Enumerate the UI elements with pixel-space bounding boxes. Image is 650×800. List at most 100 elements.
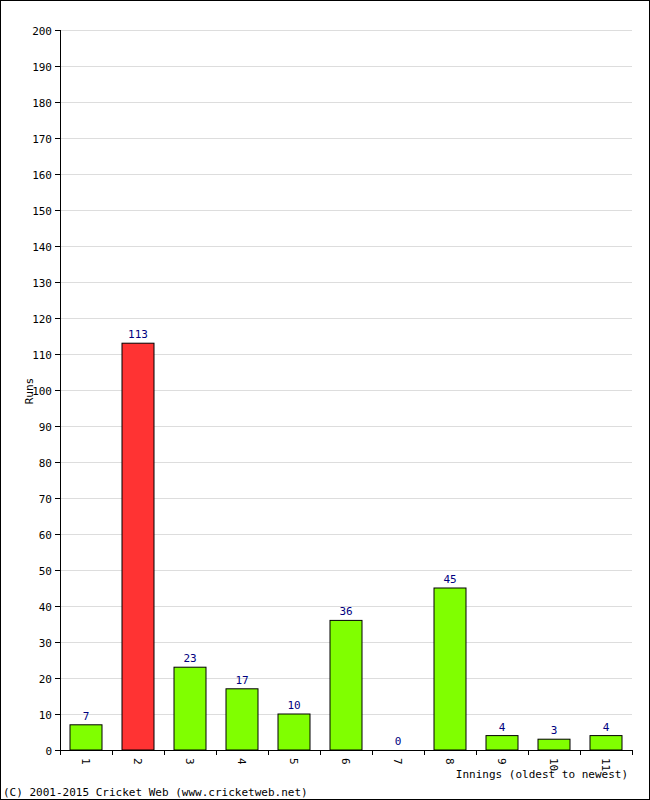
grid-line xyxy=(60,138,632,139)
data-label: 23 xyxy=(183,652,196,665)
y-tick-label: 80 xyxy=(39,457,52,470)
data-label: 4 xyxy=(499,721,506,734)
x-tick xyxy=(528,750,529,755)
bar xyxy=(590,736,622,750)
y-tick xyxy=(55,606,60,607)
y-tick-label: 110 xyxy=(32,349,52,362)
bar xyxy=(382,750,414,751)
y-tick-label: 60 xyxy=(39,529,52,542)
x-tick-label: 4 xyxy=(235,758,248,765)
bar xyxy=(486,736,518,750)
y-tick-label: 120 xyxy=(32,313,52,326)
y-tick xyxy=(55,426,60,427)
y-tick xyxy=(55,174,60,175)
y-tick-label: 140 xyxy=(32,241,52,254)
grid-line xyxy=(60,750,632,751)
data-label: 45 xyxy=(443,573,456,586)
y-tick-label: 30 xyxy=(39,637,52,650)
y-tick-label: 40 xyxy=(39,601,52,614)
y-tick-label: 170 xyxy=(32,133,52,146)
bar xyxy=(226,689,258,750)
y-tick xyxy=(55,354,60,355)
x-tick-label: 6 xyxy=(339,758,352,765)
bar xyxy=(538,739,570,750)
data-label: 10 xyxy=(287,699,300,712)
y-tick xyxy=(55,318,60,319)
copyright: (C) 2001-2015 Cricket Web (www.cricketwe… xyxy=(3,786,308,799)
x-tick xyxy=(632,750,633,755)
y-tick-label: 150 xyxy=(32,205,52,218)
x-tick xyxy=(372,750,373,755)
x-tick-label: 1 xyxy=(79,758,92,765)
x-tick-label: 9 xyxy=(495,758,508,765)
data-label: 4 xyxy=(603,721,610,734)
bar xyxy=(278,714,310,750)
y-tick xyxy=(55,678,60,679)
y-tick xyxy=(55,390,60,391)
y-axis xyxy=(60,30,61,750)
x-axis-label: Innings (oldest to newest) xyxy=(456,768,628,781)
y-axis-label: Runs xyxy=(23,378,36,405)
x-tick xyxy=(320,750,321,755)
y-tick-label: 10 xyxy=(39,709,52,722)
y-tick xyxy=(55,570,60,571)
chart: 0102030405060708090100110120130140150160… xyxy=(0,0,650,800)
y-tick-label: 130 xyxy=(32,277,52,290)
y-tick xyxy=(55,714,60,715)
data-label: 3 xyxy=(551,724,558,737)
x-tick xyxy=(476,750,477,755)
x-tick xyxy=(112,750,113,755)
x-tick-label: 2 xyxy=(131,758,144,765)
y-tick xyxy=(55,282,60,283)
data-label: 113 xyxy=(128,328,148,341)
y-tick xyxy=(55,534,60,535)
y-tick-label: 20 xyxy=(39,673,52,686)
x-tick xyxy=(268,750,269,755)
y-tick xyxy=(55,138,60,139)
grid-line xyxy=(60,318,632,319)
x-tick xyxy=(60,750,61,755)
x-tick-label: 7 xyxy=(391,758,404,765)
bars xyxy=(70,343,622,750)
y-tick-label: 200 xyxy=(32,25,52,38)
data-label: 7 xyxy=(83,710,90,723)
y-tick-label: 70 xyxy=(39,493,52,506)
grid-line xyxy=(60,66,632,67)
bar xyxy=(122,343,154,750)
bar xyxy=(70,725,102,750)
y-tick xyxy=(55,210,60,211)
y-tick-label: 180 xyxy=(32,97,52,110)
y-tick xyxy=(55,246,60,247)
bar xyxy=(434,588,466,750)
data-label: 36 xyxy=(339,605,352,618)
x-tick-label: 5 xyxy=(287,758,300,765)
x-axis xyxy=(60,750,632,751)
y-tick xyxy=(55,642,60,643)
y-tick-label: 190 xyxy=(32,61,52,74)
bar xyxy=(330,620,362,750)
x-tick-label: 3 xyxy=(183,758,196,765)
y-tick-label: 160 xyxy=(32,169,52,182)
y-tick-label: 90 xyxy=(39,421,52,434)
y-tick-label: 50 xyxy=(39,565,52,578)
grid-line xyxy=(60,210,632,211)
x-tick-label: 8 xyxy=(443,758,456,765)
y-tick-label: 0 xyxy=(45,745,52,758)
x-tick xyxy=(164,750,165,755)
y-tick xyxy=(55,30,60,31)
frame xyxy=(1,1,650,800)
y-tick xyxy=(55,102,60,103)
grid-line xyxy=(60,282,632,283)
data-label: 0 xyxy=(395,735,402,748)
bar xyxy=(174,667,206,750)
grid-line xyxy=(60,102,632,103)
grid-line xyxy=(60,246,632,247)
x-tick xyxy=(580,750,581,755)
x-tick xyxy=(216,750,217,755)
y-tick xyxy=(55,462,60,463)
grid-line xyxy=(60,174,632,175)
y-tick xyxy=(55,66,60,67)
grid-line xyxy=(60,30,632,31)
y-tick xyxy=(55,498,60,499)
x-tick xyxy=(424,750,425,755)
